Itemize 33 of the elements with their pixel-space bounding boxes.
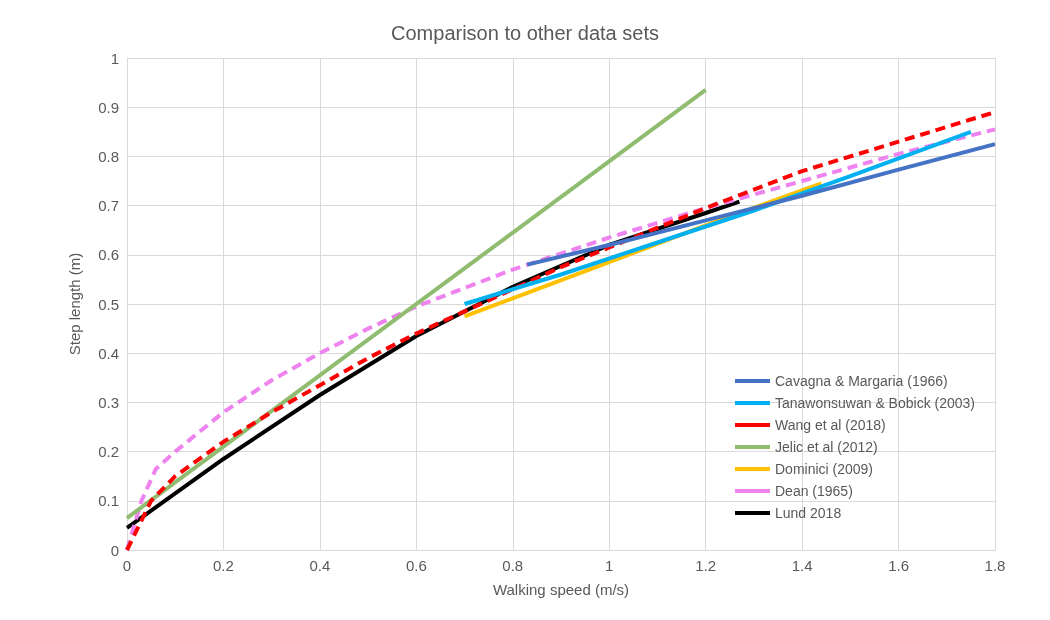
x-axis-title: Walking speed (m/s)	[492, 581, 630, 598]
x-tick-label: 1.6	[888, 557, 909, 574]
y-tick-label: 0.2	[98, 443, 119, 461]
legend-label: Wang et al (2018)	[774, 417, 886, 433]
line-series	[462, 129, 973, 306]
y-tick-label: 0.4	[98, 344, 119, 362]
x-tick-label: 1.2	[695, 557, 717, 574]
x-tick-label: 1	[605, 557, 614, 574]
y-tick-label: 0.5	[98, 295, 119, 313]
x-tick-label: 0.8	[502, 557, 524, 574]
y-tick-label: 0	[110, 541, 119, 559]
legend-label: Dean (1965)	[774, 483, 853, 499]
x-tick-label: 0.2	[213, 557, 234, 574]
legend-label: Dominici (2009)	[774, 461, 874, 477]
y-tick-label: 0.8	[98, 147, 119, 165]
line-series	[525, 142, 997, 267]
legend-label: Jelic et al (2012)	[774, 439, 878, 455]
y-tick-label: 1	[110, 49, 119, 67]
x-tick-label: 0	[122, 557, 132, 574]
y-tick-label: 0.7	[98, 197, 119, 215]
legend-label: Cavagna & Margaria (1966)	[774, 373, 948, 389]
x-tick-label: 1.4	[791, 557, 813, 574]
y-tick-label: 0.9	[98, 98, 119, 116]
legend-label: Lund 2018	[774, 505, 842, 521]
y-tick-label: 0.6	[98, 246, 119, 264]
x-tick-label: 0.6	[405, 557, 427, 574]
x-tick-label: 0.4	[309, 557, 331, 574]
legend-label: Tanawonsuwan & Bobick (2003)	[774, 395, 976, 411]
y-axis-title: Step length (m)	[66, 252, 83, 356]
y-tick-label: 0.3	[98, 393, 119, 411]
y-tick-label: 0.1	[98, 492, 119, 510]
chart-title: Comparison to other data sets	[391, 22, 659, 44]
x-tick-label: 1.8	[984, 557, 1006, 574]
